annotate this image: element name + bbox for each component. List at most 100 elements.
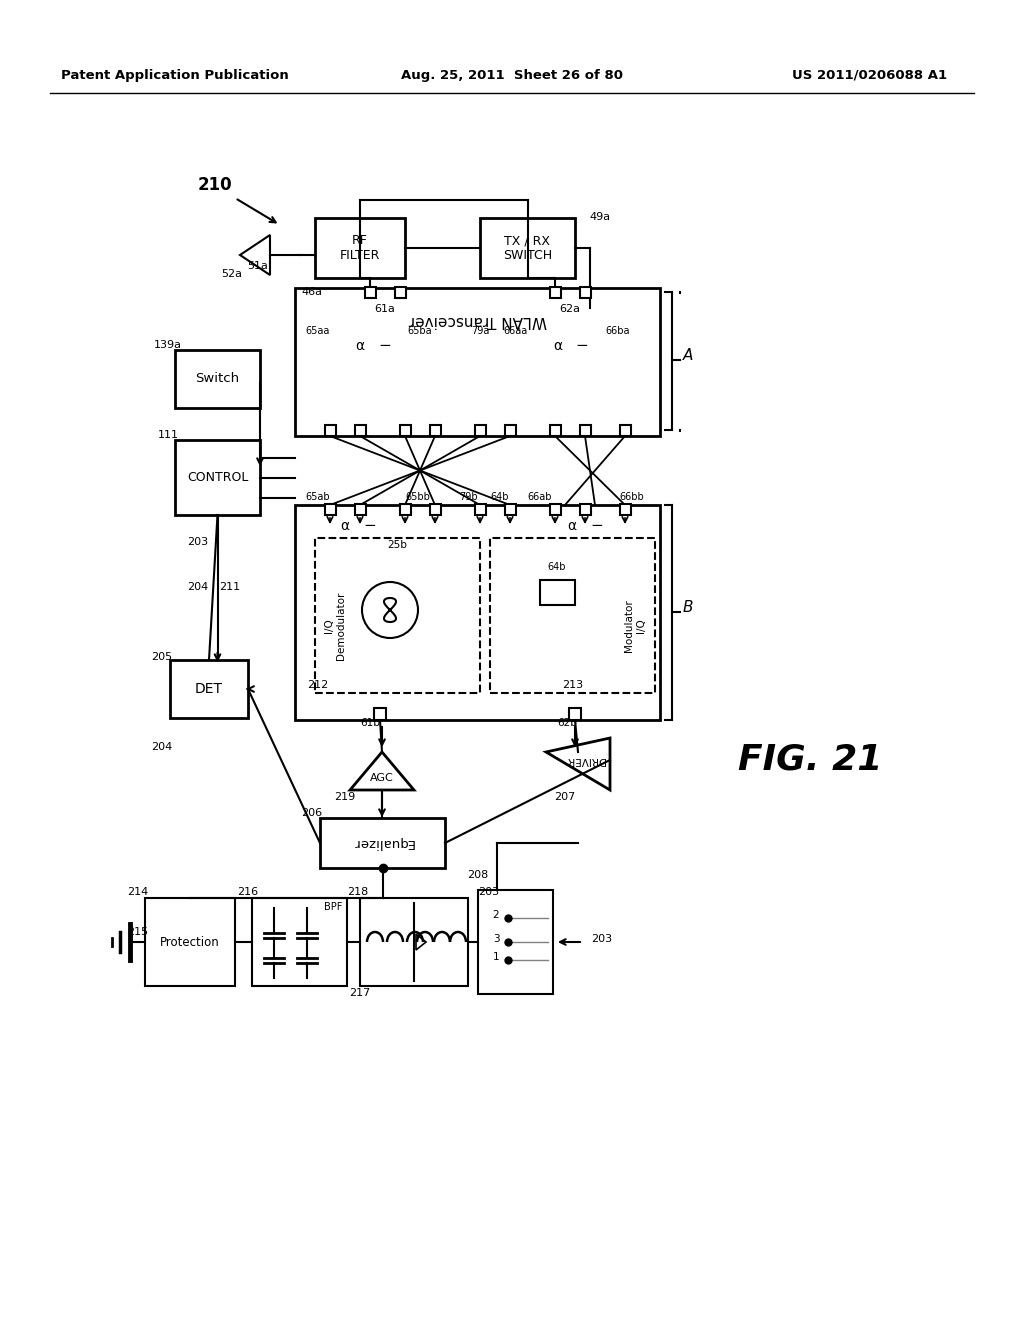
Bar [478,890,553,994]
Text: 64b: 64b [490,492,509,502]
Bar [170,660,248,718]
Bar [360,898,468,986]
Bar [365,286,376,297]
Bar [399,425,411,436]
Bar [540,579,575,605]
Text: 211: 211 [219,582,241,591]
Text: 214: 214 [127,887,148,898]
Text: 216: 216 [238,887,259,898]
Bar [175,440,260,515]
Text: Equalizer: Equalizer [351,837,414,850]
Text: Aug. 25, 2011  Sheet 26 of 80: Aug. 25, 2011 Sheet 26 of 80 [401,69,623,82]
Text: 2: 2 [493,909,500,920]
Text: 210: 210 [198,176,232,194]
Text: 66aa: 66aa [503,326,527,337]
Text: DRIVER: DRIVER [566,755,605,766]
Text: 65ab: 65ab [306,492,331,502]
Bar [252,898,347,986]
Text: −: − [591,517,603,533]
Text: 79a: 79a [471,326,489,337]
Text: I/Q: I/Q [324,618,334,632]
Bar [474,503,485,515]
Bar [354,503,366,515]
Bar [374,708,386,719]
Bar [550,425,560,436]
Text: 217: 217 [349,987,371,998]
Text: 111: 111 [158,430,178,440]
Text: 203: 203 [187,537,209,546]
Text: α: α [567,519,577,533]
Text: Protection: Protection [160,936,220,949]
Text: WLAN Transceiver: WLAN Transceiver [409,313,547,327]
Text: RF
FILTER: RF FILTER [340,234,380,261]
Bar [175,350,260,408]
Text: 65ba: 65ba [408,326,432,337]
Text: 65aa: 65aa [306,326,330,337]
Text: α: α [553,339,562,352]
Text: α: α [355,339,365,352]
Text: 212: 212 [307,680,329,690]
Bar [295,506,660,719]
Text: Patent Application Publication: Patent Application Publication [61,69,289,82]
Bar [550,503,560,515]
Bar [490,539,655,693]
Text: 65bb: 65bb [406,492,430,502]
Bar [145,898,234,986]
Text: 66ba: 66ba [606,326,630,337]
Text: 139a: 139a [154,341,182,350]
Bar [505,425,515,436]
Text: 52a: 52a [221,269,243,279]
Bar [580,425,591,436]
Text: US 2011/0206088 A1: US 2011/0206088 A1 [793,69,947,82]
Bar [429,503,440,515]
Text: 62b: 62b [557,718,577,729]
Bar [315,218,406,279]
Bar [319,818,445,869]
Bar [394,286,406,297]
Text: 213: 213 [562,680,583,690]
Text: FIG. 21: FIG. 21 [738,743,883,777]
Bar [325,425,336,436]
Text: 204: 204 [187,582,209,591]
Text: 3: 3 [493,935,500,944]
Text: 1: 1 [493,952,500,962]
Text: 218: 218 [347,887,369,898]
Bar [474,425,485,436]
Text: 203: 203 [478,887,499,898]
Text: 208: 208 [467,870,488,880]
Text: 66ab: 66ab [527,492,552,502]
Bar [315,539,480,693]
Bar [354,425,366,436]
Text: BPF: BPF [324,902,342,912]
Text: AGC: AGC [370,774,394,783]
Text: 79b: 79b [459,492,477,502]
Text: 219: 219 [335,792,355,803]
Text: I/Q: I/Q [636,618,646,632]
Bar [505,503,515,515]
Text: 62a: 62a [559,304,581,314]
Text: 203: 203 [591,935,612,944]
Text: 205: 205 [152,652,173,663]
Bar [569,708,581,719]
Text: Switch: Switch [196,372,240,385]
Text: TX / RX
SWITCH: TX / RX SWITCH [503,234,552,261]
Text: Modulator: Modulator [624,599,634,652]
Text: A: A [683,348,693,363]
Text: 51a: 51a [248,261,268,271]
Text: 206: 206 [301,808,323,818]
Text: 49a: 49a [590,213,610,222]
Bar [580,286,591,297]
Bar [295,288,660,436]
Bar [399,503,411,515]
Bar [429,425,440,436]
Bar [620,503,631,515]
Text: 66bb: 66bb [620,492,644,502]
Text: CONTROL: CONTROL [186,471,248,484]
Bar [620,425,631,436]
Bar [580,503,591,515]
Text: −: − [379,338,391,352]
Text: 46a: 46a [301,286,323,297]
Text: Demodulator: Demodulator [336,591,346,660]
Text: 61b: 61b [360,718,380,729]
Text: −: − [364,517,377,533]
